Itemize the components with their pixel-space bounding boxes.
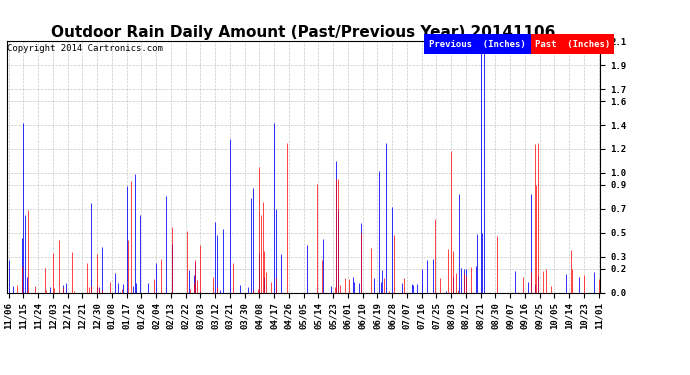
Text: Previous  (Inches): Previous (Inches) [429,40,526,49]
Text: Past  (Inches): Past (Inches) [535,40,611,49]
Title: Outdoor Rain Daily Amount (Past/Previous Year) 20141106: Outdoor Rain Daily Amount (Past/Previous… [52,25,555,40]
Text: Copyright 2014 Cartronics.com: Copyright 2014 Cartronics.com [7,44,163,52]
